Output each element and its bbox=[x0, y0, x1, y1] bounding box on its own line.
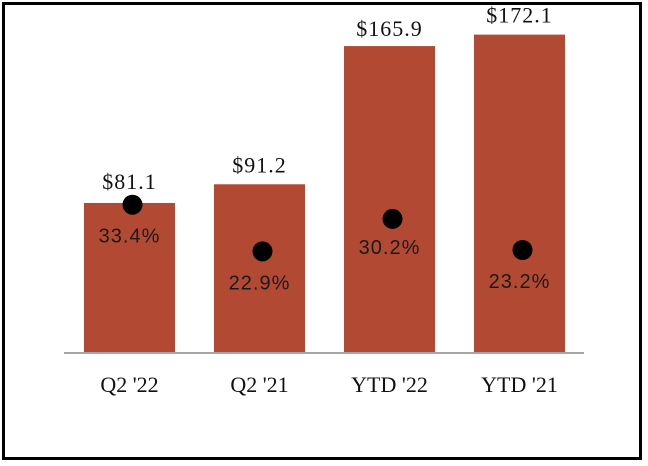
bar-value-label-0: $81.1 bbox=[102, 169, 157, 194]
bar-0 bbox=[84, 202, 175, 353]
bar-value-label-1: $91.2 bbox=[232, 152, 287, 177]
category-label-1: Q2 '21 bbox=[230, 372, 288, 397]
pct-marker-1 bbox=[252, 241, 273, 262]
pct-label-3: 23.2% bbox=[489, 271, 551, 293]
pct-marker-2 bbox=[382, 208, 403, 229]
category-label-0: Q2 '22 bbox=[100, 372, 158, 397]
pct-label-2: 30.2% bbox=[359, 237, 421, 259]
category-label-2: YTD '22 bbox=[351, 372, 428, 397]
pct-marker-3 bbox=[512, 239, 533, 260]
pct-marker-0 bbox=[122, 194, 143, 215]
bar-3 bbox=[474, 34, 565, 354]
bar-1 bbox=[214, 184, 305, 353]
bar-2 bbox=[344, 46, 435, 354]
category-label-3: YTD '21 bbox=[481, 372, 558, 397]
bar-value-label-3: $172.1 bbox=[486, 3, 553, 28]
pct-label-1: 22.9% bbox=[229, 272, 291, 294]
bar-value-label-2: $165.9 bbox=[356, 16, 423, 41]
pct-label-0: 33.4% bbox=[99, 226, 161, 248]
